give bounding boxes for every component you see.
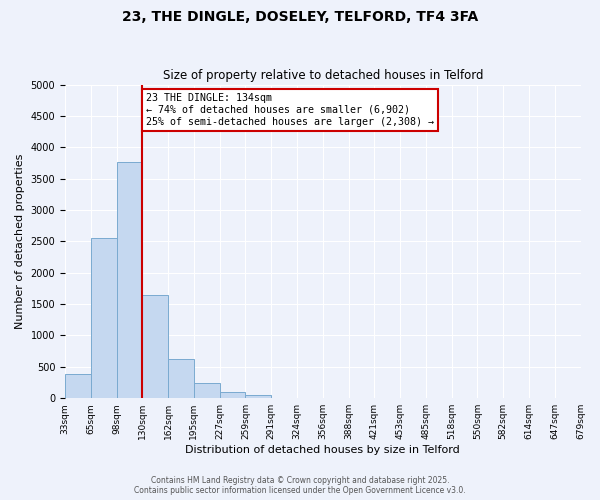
Bar [91, 238, 116, 398]
Bar [142, 294, 168, 398]
X-axis label: Distribution of detached houses by size in Telford: Distribution of detached houses by size … [185, 445, 460, 455]
Title: Size of property relative to detached houses in Telford: Size of property relative to detached ho… [163, 69, 483, 82]
Text: 23 THE DINGLE: 134sqm
← 74% of detached houses are smaller (6,902)
25% of semi-d: 23 THE DINGLE: 134sqm ← 74% of detached … [146, 94, 434, 126]
Bar [65, 374, 91, 398]
Bar [245, 395, 271, 398]
Bar [116, 162, 142, 398]
Bar [194, 383, 220, 398]
Text: 23, THE DINGLE, DOSELEY, TELFORD, TF4 3FA: 23, THE DINGLE, DOSELEY, TELFORD, TF4 3F… [122, 10, 478, 24]
Y-axis label: Number of detached properties: Number of detached properties [15, 154, 25, 329]
Bar [220, 392, 245, 398]
Bar [168, 360, 194, 398]
Text: Contains HM Land Registry data © Crown copyright and database right 2025.
Contai: Contains HM Land Registry data © Crown c… [134, 476, 466, 495]
